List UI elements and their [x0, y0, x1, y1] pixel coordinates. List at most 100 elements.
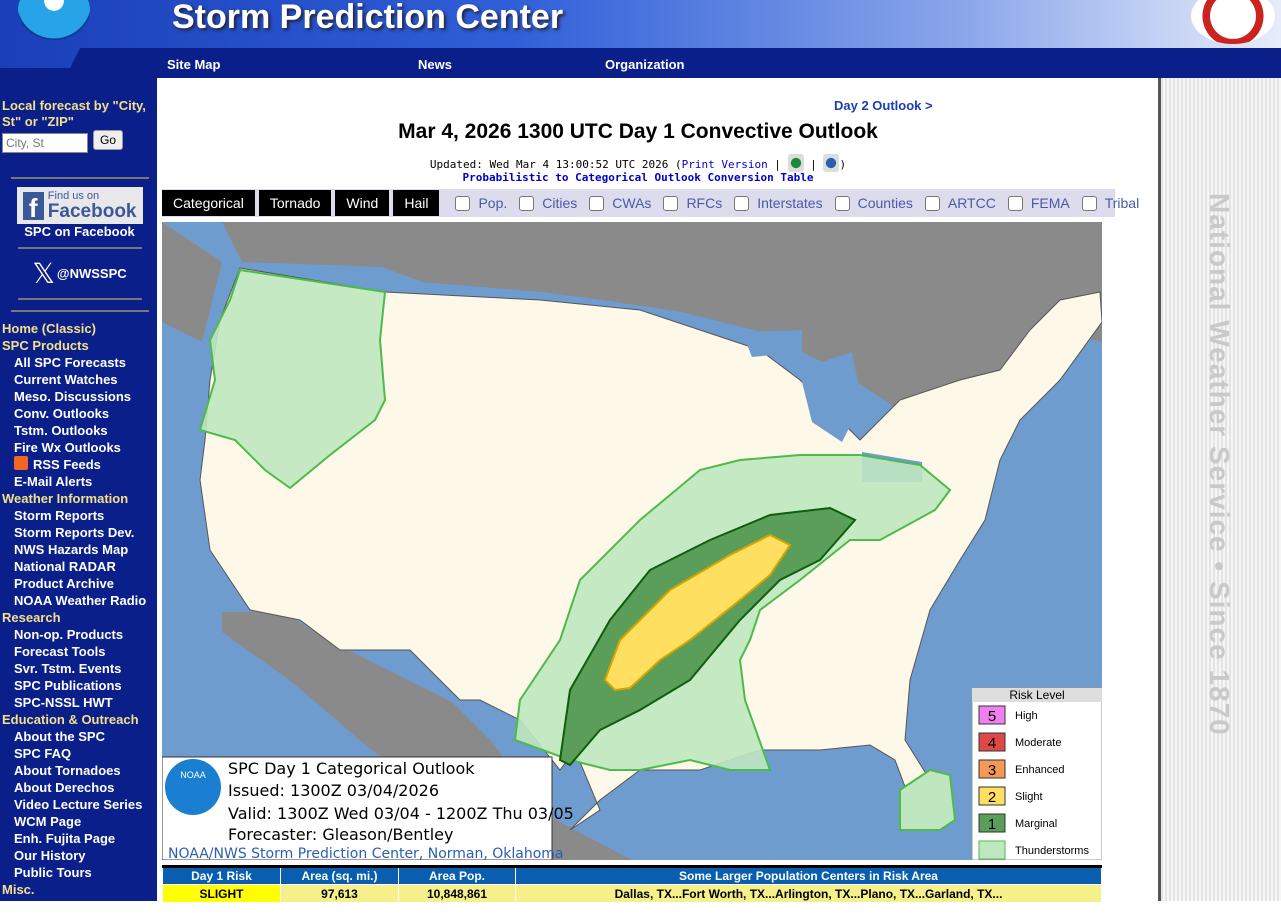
checkbox[interactable] — [519, 195, 535, 211]
sidebar-item[interactable]: Fire Wx Outlooks — [2, 439, 157, 456]
sidebar-item[interactable]: SPC-NSSL HWT — [2, 694, 157, 711]
nav-site-map[interactable]: Site Map — [167, 57, 221, 72]
overlay-artcc[interactable]: ARTCC — [924, 195, 996, 211]
sidebar-section-title[interactable]: SPC Products — [2, 338, 89, 353]
x-link[interactable]: 𝕏 @NWSSPC — [2, 257, 157, 290]
sidebar-item[interactable]: Storm Reports Dev. — [2, 524, 157, 541]
spc-facebook-link[interactable]: SPC on Facebook — [24, 224, 135, 239]
risk-cell: SLIGHT — [162, 884, 281, 903]
sidebar: Local forecast by "City, St" or "ZIP" Go… — [0, 78, 157, 914]
sidebar-item[interactable]: Svr. Tstm. Events — [2, 660, 157, 677]
sidebar-item[interactable]: About Tornadoes — [2, 762, 157, 779]
col-centers: Some Larger Population Centers in Risk A… — [515, 866, 1102, 885]
rss-icon — [14, 456, 28, 470]
sidebar-section-title[interactable]: Misc. — [2, 882, 35, 897]
sidebar-item[interactable]: Our History — [2, 847, 157, 864]
updated-line: Updated: Wed Mar 4 13:00:52 UTC 2026 (Pr… — [162, 154, 1114, 172]
overlay-pop[interactable]: Pop. — [455, 195, 507, 211]
col-risk: Day 1 Risk — [162, 866, 281, 885]
fb-big-text: Facebook — [47, 201, 137, 222]
conversion-table-link[interactable]: Probabilistic to Categorical Outlook Con… — [462, 171, 814, 184]
overlay-rfcs[interactable]: RFCs — [663, 195, 722, 211]
tab-hail[interactable]: Hail — [393, 190, 440, 216]
sidebar-item[interactable]: RSS Feeds — [2, 456, 157, 473]
nav-organization[interactable]: Organization — [605, 57, 685, 72]
outlook-map[interactable]: NOAA SPC Day 1 Categorical Outlook Issue… — [162, 222, 1102, 860]
area-cell: 97,613 — [280, 884, 399, 903]
nav-news[interactable]: News — [418, 57, 452, 72]
checkbox[interactable] — [589, 195, 605, 211]
sidebar-item[interactable]: Conv. Outlooks — [2, 405, 157, 422]
sidebar-item-label: SPC Publications — [14, 678, 122, 693]
overlay-counties[interactable]: Counties — [834, 195, 913, 211]
great-lakes — [742, 330, 922, 482]
sidebar-item-label: About Tornadoes — [14, 763, 121, 778]
sidebar-item[interactable]: Forecast Tools — [2, 643, 157, 660]
sidebar-item[interactable]: Product Archive — [2, 575, 157, 592]
sidebar-item-label: Tstm. Outlooks — [14, 423, 108, 438]
x-logo-icon: 𝕏 — [32, 258, 55, 289]
sidebar-item[interactable]: Public Tours — [2, 864, 157, 881]
home-link[interactable]: Home — [2, 321, 39, 336]
sidebar-item[interactable]: SPC Publications — [2, 677, 157, 694]
legend-label: High — [1015, 710, 1038, 722]
sidebar-item[interactable]: NWS Hazards Map — [2, 541, 157, 558]
sidebar-item[interactable]: About Derechos — [2, 779, 157, 796]
sidebar-item-label: About the SPC — [14, 729, 105, 744]
sidebar-item[interactable]: E-Mail Alerts — [2, 473, 157, 490]
info-issued: Issued: 1300Z 03/04/2026 — [228, 781, 439, 800]
shapefile-icon[interactable] — [823, 154, 840, 172]
noaa-logo[interactable] — [18, 0, 90, 40]
divider — [17, 298, 142, 300]
site-title: Storm Prediction Center — [172, 0, 564, 36]
overlay-fema[interactable]: FEMA — [1007, 195, 1070, 211]
overlay-label: Interstates — [757, 195, 823, 211]
tab-categorical[interactable]: Categorical — [162, 190, 255, 216]
tab-tornado[interactable]: Tornado — [258, 190, 332, 216]
sidebar-item[interactable]: Enh. Fujita Page — [2, 830, 157, 847]
sidebar-item[interactable]: SPC FAQ — [2, 745, 157, 762]
checkbox[interactable] — [455, 195, 471, 211]
sidebar-item[interactable]: NOAA Weather Radio — [2, 592, 157, 609]
overlay-interstates[interactable]: Interstates — [734, 195, 823, 211]
sidebar-item[interactable]: Video Lecture Series — [2, 796, 157, 813]
sidebar-item-label: Conv. Outlooks — [14, 406, 110, 421]
nws-logo[interactable] — [1191, 0, 1275, 44]
day2-outlook-link[interactable]: Day 2 Outlook > — [834, 98, 933, 113]
sidebar-item[interactable]: Meso. Discussions — [2, 388, 157, 405]
legend-swatch-marginal — [978, 813, 1006, 833]
classic-link[interactable]: Classic — [46, 321, 92, 336]
sidebar-section-title[interactable]: Research — [2, 610, 61, 625]
print-version-link[interactable]: Print Version — [681, 158, 768, 171]
tab-wind[interactable]: Wind — [335, 190, 390, 216]
overlay-label: Tribal — [1104, 195, 1140, 211]
sidebar-section-title[interactable]: Weather Information — [2, 491, 129, 506]
sidebar-item[interactable]: All SPC Forecasts — [2, 354, 157, 371]
checkbox[interactable] — [734, 195, 750, 211]
go-button[interactable]: Go — [93, 130, 124, 150]
overlay-cities[interactable]: Cities — [519, 195, 577, 211]
checkbox[interactable] — [834, 195, 850, 211]
sidebar-item[interactable]: Storm Reports — [2, 507, 157, 524]
kml-icon[interactable] — [787, 154, 804, 172]
sidebar-item[interactable]: National RADAR — [2, 558, 157, 575]
sidebar-section-title[interactable]: Education & Outreach — [2, 712, 139, 727]
sidebar-item[interactable]: Tstm. Outlooks — [2, 422, 157, 439]
sidebar-item[interactable]: WCM Page — [2, 813, 157, 830]
sidebar-item[interactable]: About the SPC — [2, 728, 157, 745]
sidebar-item[interactable]: Non-op. Products — [2, 626, 157, 643]
sidebar-item-label: Svr. Tstm. Events — [14, 661, 122, 676]
checkbox[interactable] — [663, 195, 679, 211]
sidebar-item[interactable]: Current Watches — [2, 371, 157, 388]
tstm-area-florida — [899, 768, 957, 831]
sidebar-item-label: Forecast Tools — [14, 644, 106, 659]
checkbox[interactable] — [924, 195, 940, 211]
checkbox[interactable] — [1081, 195, 1097, 211]
checkbox[interactable] — [1007, 195, 1023, 211]
outlook-tabs: Categorical Tornado Wind Hail Pop. Cities CWAs… — [162, 189, 1139, 217]
overlay-cwas[interactable]: CWAs — [589, 195, 651, 211]
overlay-tribal[interactable]: Tribal — [1081, 195, 1140, 211]
facebook-badge[interactable]: f Find us on Facebook — [16, 187, 143, 224]
sidebar-item-label: Enh. Fujita Page — [14, 831, 116, 846]
city-search-input[interactable] — [2, 133, 88, 153]
